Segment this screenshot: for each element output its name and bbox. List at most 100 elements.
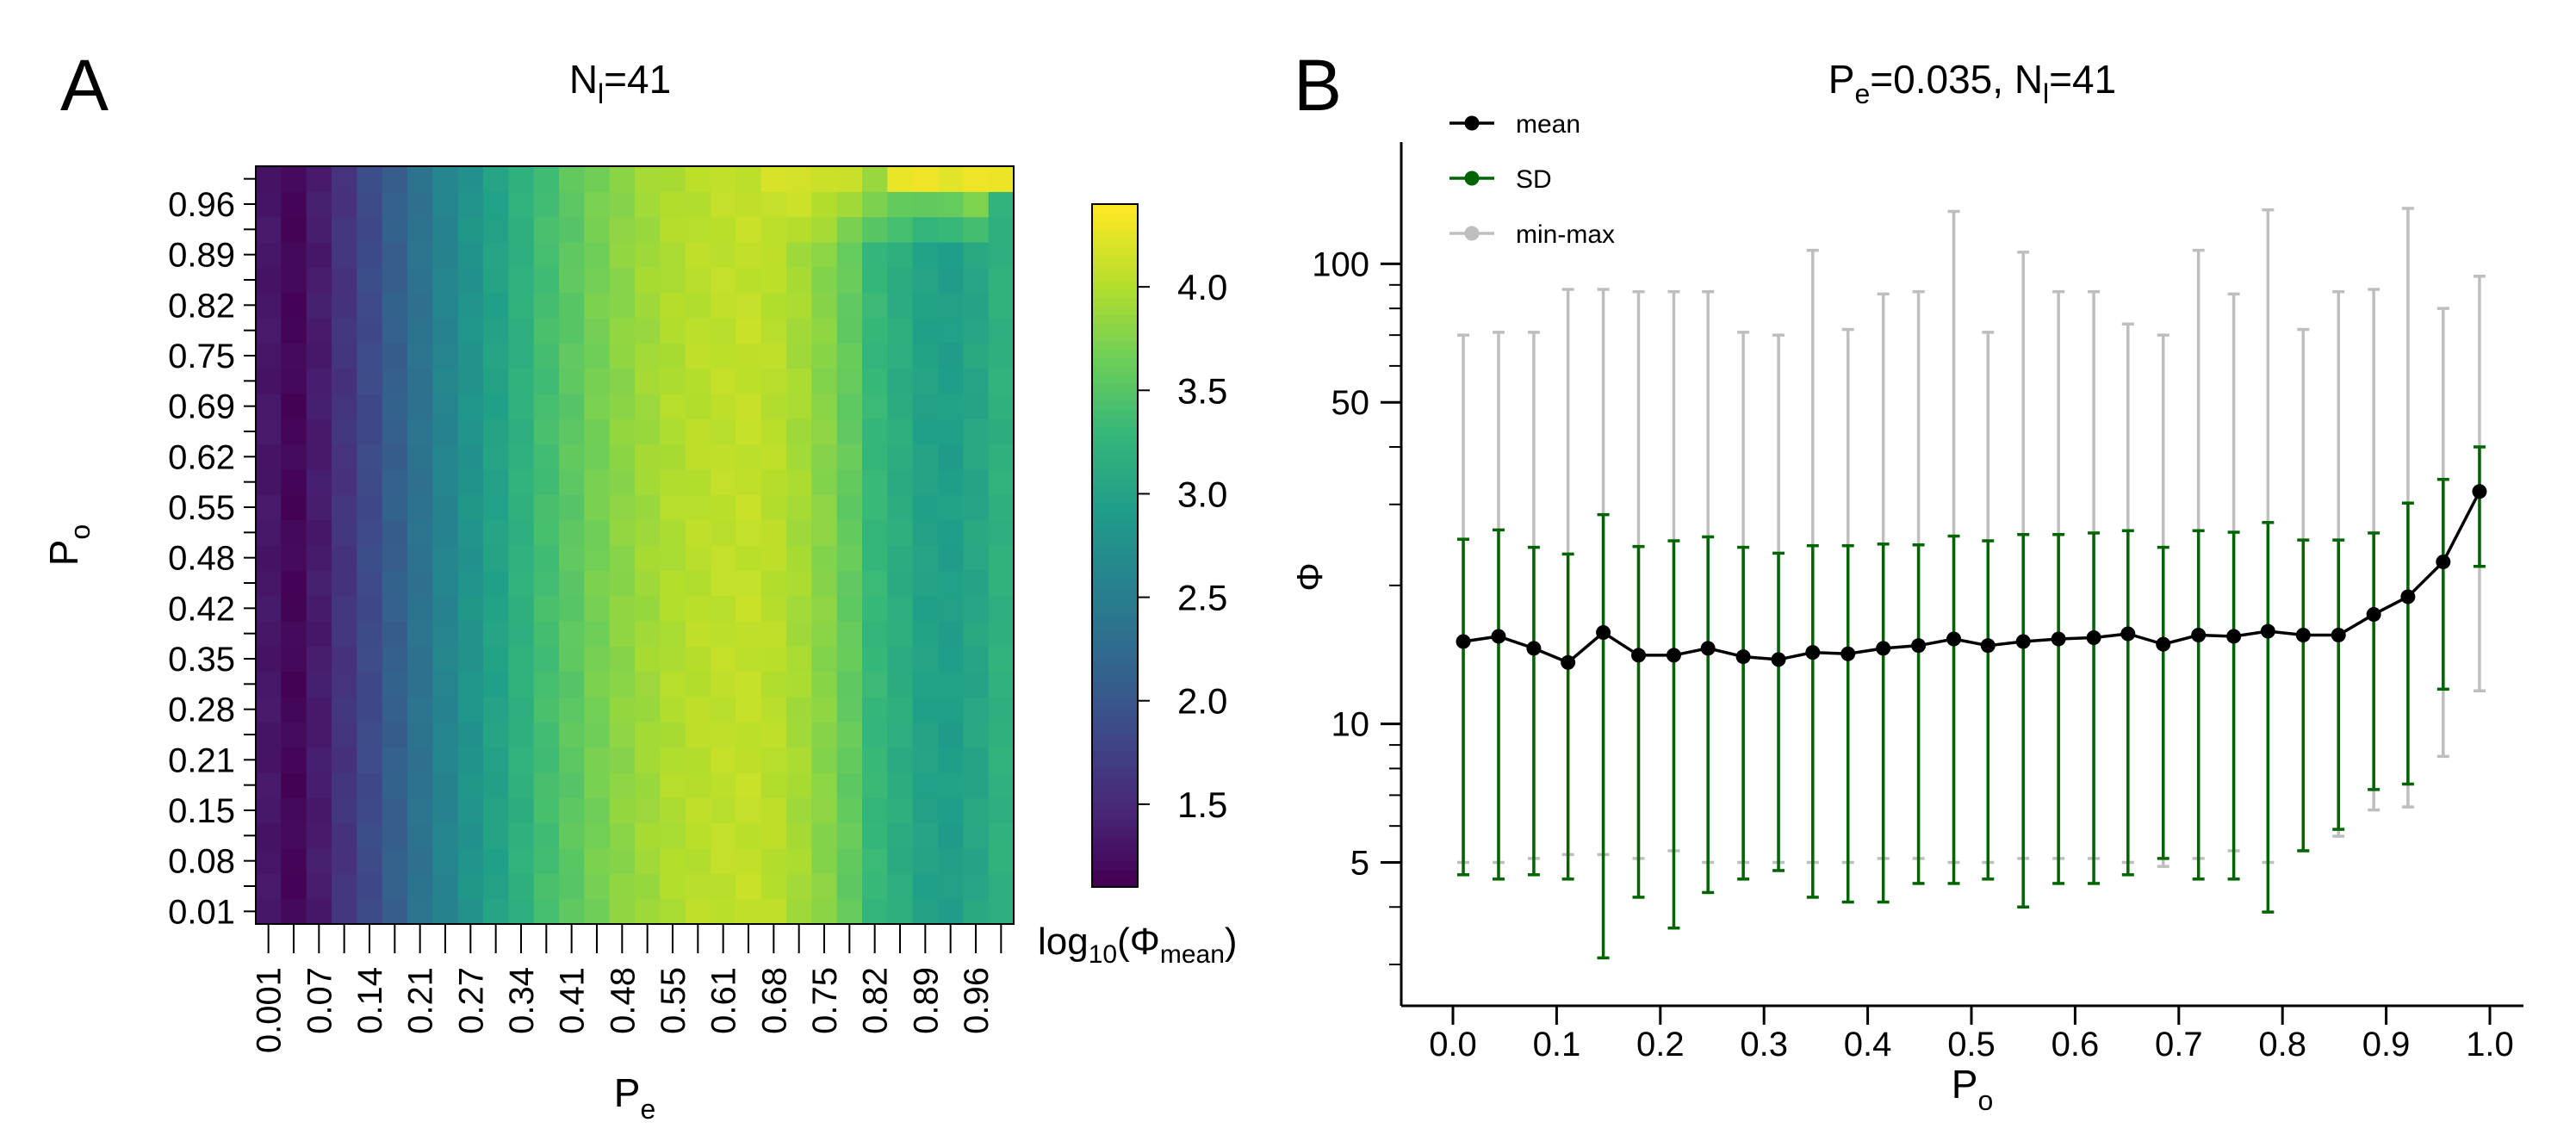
heatmap-cell [887, 545, 914, 571]
heatmap-cell [407, 822, 433, 849]
heatmap-cell [736, 772, 762, 798]
heatmap-cell [432, 267, 459, 294]
heatmap-cell [483, 797, 509, 824]
heatmap-cell [988, 443, 1015, 470]
heatmap-cell [685, 646, 711, 673]
colorbar-swatch [1092, 229, 1138, 239]
panel-b-title: Pe=0.035, Nl=41 [1828, 57, 2116, 109]
heatmap-cell [660, 166, 686, 192]
line-x-tick-label: 0.0 [1429, 1026, 1477, 1063]
heatmap-cell [836, 873, 863, 900]
heatmap-cell [862, 419, 888, 445]
heatmap-cell [584, 519, 611, 546]
heatmap-cell [306, 394, 332, 419]
heatmap-cell [407, 797, 433, 824]
heatmap-cell [382, 797, 408, 824]
heatmap-cell [912, 419, 939, 445]
heatmap-cell [786, 822, 812, 849]
heatmap-cell [760, 494, 787, 521]
heatmap-cell [483, 191, 509, 218]
heatmap-cell [533, 873, 560, 900]
sd-error-bars [1457, 445, 2486, 960]
colorbar-swatch [1092, 212, 1138, 222]
heatmap-cell [483, 419, 509, 445]
heatmap-cell [736, 797, 762, 824]
heatmap-cell [584, 822, 611, 849]
heatmap-cell [963, 873, 990, 900]
heatmap-cell [711, 873, 736, 900]
heatmap-cell [938, 697, 964, 722]
heatmap-cell [660, 343, 686, 369]
heatmap-cell [559, 292, 585, 319]
heatmap-cell [508, 697, 535, 722]
heatmap-x-tick-label: 0.68 [755, 967, 793, 1034]
heatmap-cell [760, 216, 787, 243]
heatmap-cell [332, 292, 357, 319]
colorbar-swatch [1092, 486, 1138, 495]
heatmap-cell [281, 443, 307, 470]
heatmap-cell [533, 848, 560, 874]
heatmap-cell [635, 772, 661, 798]
heatmap-cell [281, 570, 307, 597]
heatmap-cell [736, 570, 762, 597]
heatmap-cell [912, 621, 939, 647]
heatmap-cell [332, 722, 357, 748]
legend-label: min-max [1516, 220, 1615, 249]
panel-a-label: A [60, 45, 109, 126]
legend-label: mean [1516, 110, 1580, 139]
heatmap-cell [912, 267, 939, 294]
heatmap-cell [963, 822, 990, 849]
heatmap-cell [584, 469, 611, 495]
heatmap-cell [382, 595, 408, 622]
heatmap-cell [836, 469, 863, 495]
colorbar-swatch [1092, 494, 1138, 504]
heatmap-cell [457, 797, 484, 824]
heatmap-cell [711, 166, 736, 192]
heatmap-cell [483, 242, 509, 268]
heatmap-y-tick-label: 0.42 [168, 590, 235, 628]
mean-line [1462, 490, 2481, 665]
heatmap-cell [382, 419, 408, 445]
heatmap-cell [938, 545, 964, 571]
heatmap-cell [508, 873, 535, 900]
heatmap-cell [559, 267, 585, 294]
heatmap-cell [508, 469, 535, 495]
heatmap-cell [609, 545, 636, 571]
heatmap-cell [811, 267, 838, 294]
colorbar-tick-label: 4.0 [1177, 267, 1227, 307]
heatmap-cell [256, 394, 282, 419]
colorbar-swatch [1092, 443, 1138, 453]
heatmap-cell [660, 646, 686, 673]
heatmap-cell [862, 722, 888, 748]
heatmap-cell [432, 797, 459, 824]
heatmap-cell [711, 646, 736, 673]
heatmap-cell [357, 822, 383, 849]
heatmap-cell [711, 494, 736, 521]
heatmap-cell [332, 898, 357, 925]
heatmap-cell [635, 621, 661, 647]
heatmap-cell [407, 292, 433, 319]
heatmap-cell [811, 216, 838, 243]
heatmap-cell [786, 621, 812, 647]
heatmap-cell [382, 267, 408, 294]
heatmap-cell [256, 898, 282, 925]
heatmap-cell [660, 545, 686, 571]
heatmap-cell [357, 848, 383, 874]
heatmap-cell [457, 671, 484, 698]
heatmap-cell [685, 570, 711, 597]
colorbar-swatch [1092, 204, 1138, 214]
heatmap-cell [382, 873, 408, 900]
heatmap-cell [357, 394, 383, 419]
heatmap-cell [256, 419, 282, 445]
heatmap-cell [786, 519, 812, 546]
heatmap-cell [256, 772, 282, 798]
mean-point [2051, 631, 2066, 647]
heatmap-cell [711, 822, 736, 849]
heatmap-cell [862, 494, 888, 521]
heatmap-cell [256, 848, 282, 874]
heatmap-cell [811, 747, 838, 773]
heatmap-cell [584, 621, 611, 647]
heatmap-cell [887, 318, 914, 344]
heatmap-cell [685, 166, 711, 192]
